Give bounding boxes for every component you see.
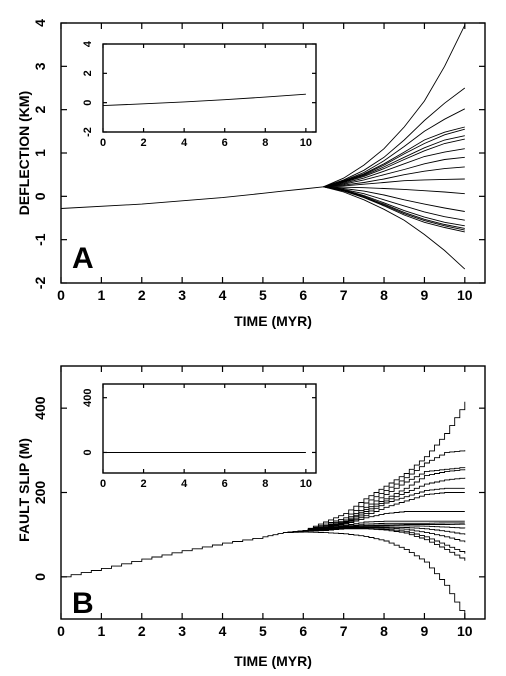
panel-a-series-line-7 [323, 138, 465, 188]
panel-a-x-tick-label: 0 [57, 287, 65, 303]
panel-a-ticks: 0 1 2 3 4 5 6 7 8 9 10 -2 -1 0 1 2 3 4 [32, 19, 485, 303]
panel-a-series-line-3 [323, 108, 466, 188]
panel-a-y-tick-label: -1 [32, 233, 48, 246]
panel-a-series-line-18 [323, 186, 465, 233]
panel-a-series-line-9 [323, 156, 465, 188]
panel-a-x-axis-label: TIME (MYR) [234, 313, 312, 329]
panel-a-inset-x-tick-label: 10 [300, 137, 312, 149]
panel-b-common-trunk-line [61, 532, 284, 578]
panel-b-x-tick-label: 5 [259, 623, 267, 639]
panel-b-inset-frame [102, 383, 317, 474]
panel-a-inset-ticks: 0 2 4 6 8 10 -2 0 2 4 [82, 40, 316, 149]
panel-b-series [61, 401, 466, 619]
panel-a-inset-y-tick-label: 4 [82, 40, 94, 47]
panel-a-inset-y-tick-label: -2 [82, 127, 94, 137]
panel-a-x-tick-label: 6 [299, 287, 307, 303]
panel-b-y-axis-label: FAULT SLIP (M) [16, 438, 32, 542]
panel-a-y-tick-label: 2 [32, 106, 48, 114]
panel-b-inset-x-tick-label: 10 [300, 478, 312, 490]
panel-b-series-line-1 [283, 401, 466, 534]
panel-b-inset-y-tick-label: 0 [82, 449, 94, 455]
panel-b-y-tick-label: 200 [32, 481, 48, 505]
panel-b-inset-x-tick-label: 4 [181, 478, 188, 490]
panel-b-label: B [72, 587, 94, 620]
panel-b-x-tick-label: 4 [219, 623, 227, 639]
panel-a-inset-x-tick-label: 2 [141, 137, 147, 149]
panel-a-series [60, 25, 466, 270]
panel-b-y-tick-label: 0 [32, 573, 48, 581]
panel-a-x-tick-label: 4 [219, 287, 227, 303]
panel-a-inset-y-tick-label: 0 [82, 100, 94, 106]
panel-b-x-tick-label: 1 [97, 623, 105, 639]
panel-a-x-tick-label: 5 [259, 287, 267, 303]
panel-b-x-tick-label: 7 [340, 623, 348, 639]
panel-a-series-line-8 [323, 148, 465, 188]
panel-a-inset-x-tick-label: 6 [222, 137, 228, 149]
panel-b-x-tick-label: 10 [457, 623, 473, 639]
panel-a-x-tick-label: 3 [178, 287, 186, 303]
panel-b-x-axis-label: TIME (MYR) [234, 653, 312, 669]
panel-a-series-line-12 [323, 186, 465, 195]
panel-a-inset-frame [102, 43, 317, 133]
panel-a-series-line-14 [323, 186, 465, 221]
panel-a-inset-x-tick-label: 8 [262, 137, 268, 149]
panel-b-x-tick-label: 6 [299, 623, 307, 639]
panel-a-inset-series [102, 93, 306, 107]
panel-b-inset: 0 2 4 6 8 10 0 400 [82, 383, 317, 490]
panel-a-series-line-2 [323, 87, 466, 188]
panel-a-y-tick-label: 3 [32, 62, 48, 70]
panel-a-inset-y-tick-label: 2 [82, 70, 94, 76]
panel-a-label: A [72, 242, 94, 275]
panel-a-y-tick-label: 4 [32, 19, 48, 27]
panel-b-x-tick-label: 2 [138, 623, 146, 639]
panel-b-series-line-4 [283, 469, 466, 534]
panel-a-series-line-1 [323, 25, 466, 188]
panel-a-inset-series-line [102, 93, 306, 107]
panel-b-series-line-17 [283, 531, 466, 619]
panel-b-inset-x-tick-label: 6 [222, 478, 228, 490]
panel-a-common-trunk-line [60, 186, 324, 209]
panel-a-x-tick-label: 9 [421, 287, 429, 303]
panel-b-x-tick-label: 8 [380, 623, 388, 639]
panel-a-inset-x-tick-label: 0 [100, 137, 106, 149]
panel-b-x-tick-label: 3 [178, 623, 186, 639]
panel-a-series-line-16 [323, 186, 465, 229]
panel-b-inset-ticks: 0 2 4 6 8 10 0 400 [82, 384, 316, 490]
panel-a-series-line-6 [323, 135, 465, 188]
panel-a-series-line-11 [323, 178, 465, 188]
panel-a-chart: 0 1 2 3 4 5 6 7 8 9 10 -2 -1 0 1 2 3 4 A TIME (MYR) DEFLE… [16, 19, 486, 329]
panel-a-series-line-19 [323, 186, 466, 270]
panel-a-y-tick-label: -2 [32, 277, 48, 290]
panel-a-series-line-13 [323, 186, 465, 212]
panel-b-inset-y-tick-label: 400 [82, 389, 94, 407]
panel-a-x-tick-label: 7 [340, 287, 348, 303]
panel-b-inset-x-tick-label: 2 [141, 478, 147, 490]
panel-a-series-line-4 [323, 126, 465, 188]
panel-b-x-tick-label: 0 [57, 623, 65, 639]
panel-b-series-line-16 [283, 528, 466, 561]
panel-a-series-line-15 [323, 186, 465, 227]
panel-a-inset: 0 2 4 6 8 10 -2 0 2 4 [82, 40, 317, 149]
panel-a-x-tick-label: 10 [457, 287, 473, 303]
panel-a-x-tick-label: 8 [380, 287, 388, 303]
panel-a-y-tick-label: 0 [32, 192, 48, 200]
panel-b-x-tick-label: 9 [421, 623, 429, 639]
panel-b-inset-x-tick-label: 8 [262, 478, 268, 490]
panel-a-series-line-10 [323, 166, 465, 188]
panel-a-x-tick-label: 1 [97, 287, 105, 303]
panel-a-y-tick-label: 1 [32, 149, 48, 157]
panel-b-y-tick-label: 400 [32, 396, 48, 420]
panel-a-y-axis-label: DEFLECTION (KM) [16, 91, 32, 215]
panel-b-series-line-2 [283, 450, 466, 534]
panel-a-x-tick-label: 2 [138, 287, 146, 303]
panel-b-inset-x-tick-label: 0 [100, 478, 106, 490]
panel-a-inset-x-tick-label: 4 [181, 137, 188, 149]
